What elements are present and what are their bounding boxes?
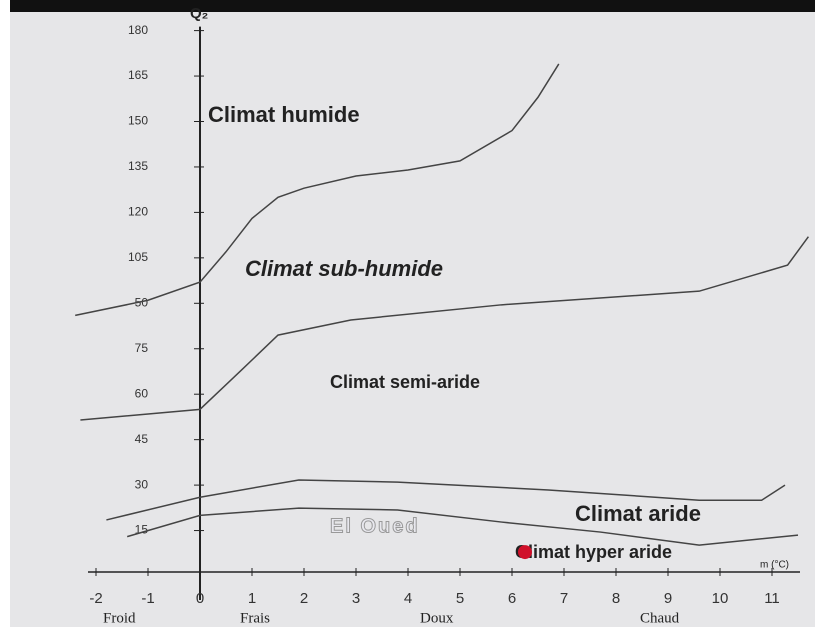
y-tick-label: 105 [128, 250, 148, 264]
y-tick-label: 120 [128, 205, 148, 219]
point-label: El Oued [330, 515, 420, 537]
boundary-line [75, 63, 560, 317]
y-tick-label: 30 [135, 477, 149, 491]
zone-label: Climat semi-aride [330, 372, 480, 392]
zone-label: Climat sub-humide [245, 256, 443, 281]
y-tick-label: 50 [135, 295, 149, 309]
x-tick-label: 2 [300, 590, 308, 607]
boundary-line [80, 236, 810, 421]
x-unit: m (°C) [760, 560, 789, 571]
temperature-zone: Chaud [640, 610, 680, 626]
zone-label: Climat aride [575, 501, 701, 526]
boundary-line [106, 479, 786, 521]
zone-label: Climat hyper aride [515, 542, 672, 562]
x-tick-label: 4 [404, 590, 412, 607]
y-tick-label: 45 [135, 432, 149, 446]
y-tick-label: 180 [128, 23, 148, 37]
x-tick-label: 10 [712, 590, 729, 607]
x-tick-label: 3 [352, 590, 360, 607]
x-tick-label: 11 [764, 590, 780, 607]
boundary-line [126, 507, 799, 546]
x-tick-label: 9 [664, 590, 672, 607]
y-tick-label: 75 [135, 341, 149, 355]
temperature-zone: Frais [240, 610, 270, 626]
temperature-zone: Froid [103, 610, 136, 626]
y-axis-label: Q₂ [190, 5, 208, 22]
zone-label: Climat humide [208, 102, 360, 127]
top-border [0, 0, 815, 12]
y-tick-label: 150 [128, 114, 148, 128]
x-tick-label: 5 [456, 590, 464, 607]
x-tick-label: 0 [196, 590, 204, 607]
x-tick-label: -2 [89, 590, 102, 607]
temperature-zone: Doux [420, 610, 454, 626]
x-tick-label: 7 [560, 590, 568, 607]
x-tick-label: -1 [141, 590, 154, 607]
x-tick-label: 6 [508, 590, 516, 607]
x-tick-label: 1 [248, 590, 256, 607]
x-tick-label: 8 [612, 590, 620, 607]
left-border [0, 0, 10, 627]
y-tick-label: 165 [128, 68, 148, 82]
y-tick-label: 135 [128, 159, 148, 173]
y-tick-label: 60 [135, 386, 149, 400]
point [518, 545, 532, 560]
